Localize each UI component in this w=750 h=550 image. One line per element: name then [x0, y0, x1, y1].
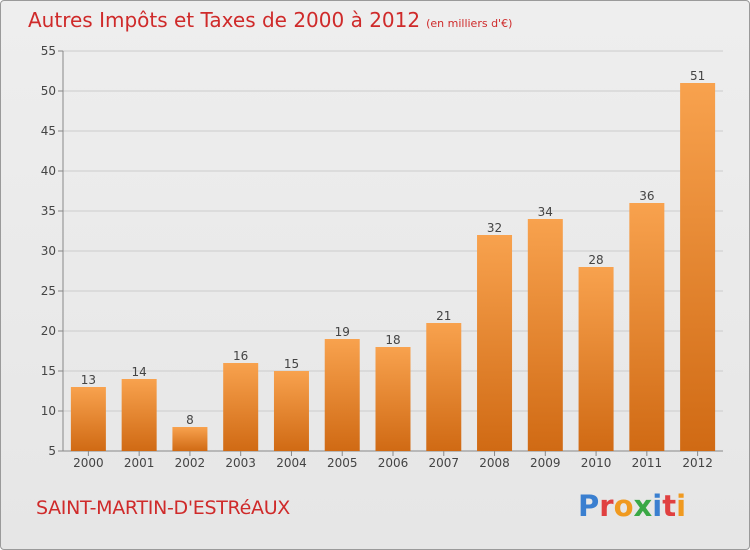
logo-letter: P [578, 489, 600, 523]
logo-letter: t [662, 489, 677, 523]
y-tick-label: 30 [41, 244, 56, 258]
data-labels: 13 14 8 16 15 19 18 21 32 34 28 36 51 [81, 69, 706, 427]
bar [477, 235, 513, 451]
bar-value-label: 14 [132, 365, 147, 379]
bar [172, 427, 208, 451]
bar [578, 267, 614, 451]
chart-unit-note: (en milliers d'€) [426, 17, 513, 30]
x-tick-label: 2006 [378, 456, 409, 470]
logo-letter: o [613, 489, 634, 523]
y-tick-label: 15 [41, 364, 56, 378]
bar [273, 371, 309, 451]
bar [375, 347, 411, 451]
proxiti-logo[interactable]: Proxiti [578, 489, 686, 523]
x-tick-label: 2010 [581, 456, 612, 470]
y-tick-label: 50 [41, 84, 56, 98]
logo-letter: r [599, 489, 614, 523]
bar-value-label: 51 [690, 69, 705, 83]
logo-letter: x [633, 489, 653, 523]
logo-letter: i [676, 489, 687, 523]
y-tick-label: 40 [41, 164, 56, 178]
x-tick-label: 2012 [682, 456, 713, 470]
bar [629, 203, 665, 451]
y-tick-label: 45 [41, 124, 56, 138]
bar-value-label: 18 [385, 333, 400, 347]
bar [680, 83, 716, 451]
y-tick-label: 35 [41, 204, 56, 218]
y-tick-label: 55 [41, 44, 56, 58]
x-tick-label: 2002 [175, 456, 206, 470]
chart-title-text: Autres Impôts et Taxes de 2000 à 2012 [28, 8, 421, 32]
x-tick-label: 2001 [124, 456, 155, 470]
bar [70, 387, 106, 451]
bar [527, 219, 563, 451]
bar-value-label: 15 [284, 357, 299, 371]
x-tick-label: 2007 [428, 456, 459, 470]
bar-value-label: 21 [436, 309, 451, 323]
x-tick-label: 2003 [225, 456, 256, 470]
bar [121, 379, 157, 451]
y-tick-label: 20 [41, 324, 56, 338]
x-tick-label: 2000 [73, 456, 104, 470]
logo-letter: i [652, 489, 663, 523]
bar-value-label: 13 [81, 373, 96, 387]
x-tick-label: 2005 [327, 456, 358, 470]
bar-value-label: 32 [487, 221, 502, 235]
x-tick-label: 2008 [479, 456, 510, 470]
bar-value-label: 16 [233, 349, 248, 363]
x-tick-label: 2011 [632, 456, 663, 470]
x-tick-label: 2009 [530, 456, 561, 470]
bar-value-label: 34 [538, 205, 553, 219]
x-tick-label: 2004 [276, 456, 307, 470]
y-tick-label: 25 [41, 284, 56, 298]
bar [426, 323, 462, 451]
commune-name: SAINT-MARTIN-D'ESTRéAUX [36, 497, 291, 519]
bar-value-label: 28 [588, 253, 603, 267]
chart-title: Autres Impôts et Taxes de 2000 à 2012 (en… [28, 8, 512, 32]
y-tick-label: 5 [48, 444, 56, 458]
bars [70, 83, 716, 451]
bar-value-label: 36 [639, 189, 654, 203]
bar-value-label: 8 [186, 413, 194, 427]
bar-value-label: 19 [335, 325, 350, 339]
tick-labels: 5 10 15 20 25 30 35 40 45 50 55 2000 2001 2002 2003 200… [41, 44, 713, 470]
y-tick-label: 10 [41, 404, 56, 418]
bar [223, 363, 259, 451]
bar [324, 339, 360, 451]
